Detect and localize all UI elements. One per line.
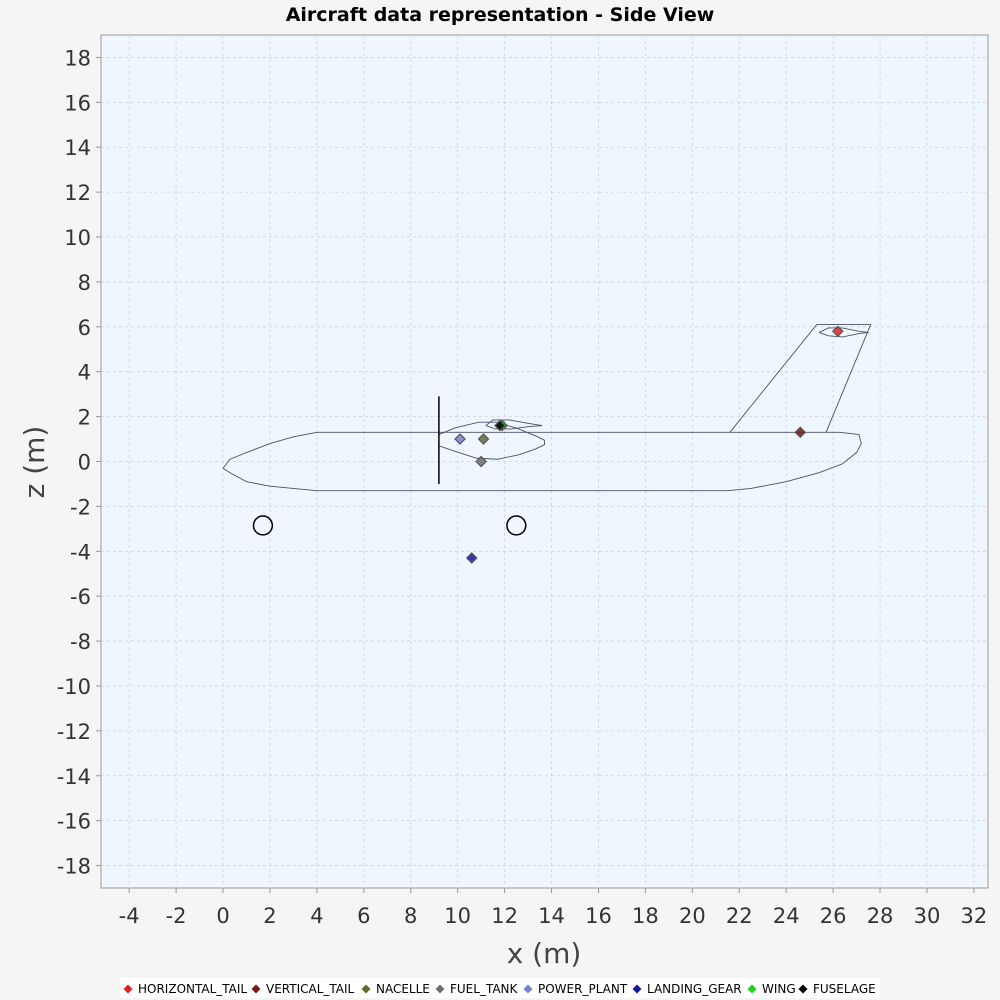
y-tick-label: -14 xyxy=(57,765,91,789)
x-tick-label: 8 xyxy=(404,904,417,928)
vertical-tail-outline xyxy=(729,324,872,433)
legend-label: FUEL_TANK xyxy=(450,982,519,996)
x-tick-label: 30 xyxy=(914,904,941,928)
legend: HORIZONTAL_TAIL VERTICAL_TAIL NACELLE FUEL_… xyxy=(123,982,876,996)
landing-gear-wheel xyxy=(506,515,527,536)
legend-swatch-fuselage xyxy=(798,984,808,994)
x-tick-label: 6 xyxy=(357,904,370,928)
fuselage-outline xyxy=(222,431,862,492)
y-tick-label: -10 xyxy=(57,675,91,699)
y-tick-label: -2 xyxy=(70,495,91,519)
y-tick-label: -4 xyxy=(70,540,91,564)
x-tick-label: 12 xyxy=(491,904,518,928)
point-landing-gear xyxy=(465,552,478,564)
x-tick-label: 2 xyxy=(263,904,276,928)
x-tick-label: 32 xyxy=(961,904,988,928)
legend-box xyxy=(120,978,880,998)
legend-swatch-horizontal-tail xyxy=(123,984,133,994)
x-tick-label: 0 xyxy=(216,904,229,928)
y-tick-label: -6 xyxy=(70,585,91,609)
x-tick-label: 10 xyxy=(444,904,471,928)
legend-label: NACELLE xyxy=(376,982,430,996)
x-tick-label: 18 xyxy=(632,904,659,928)
x-tick-label: 28 xyxy=(867,904,894,928)
y-tick-label: -8 xyxy=(70,630,91,654)
legend-label: LANDING_GEAR xyxy=(647,982,742,996)
y-tick-label: -16 xyxy=(57,810,91,834)
legend-label: HORIZONTAL_TAIL xyxy=(138,982,247,996)
aircraft-outline xyxy=(222,324,872,536)
x-tick-label: 14 xyxy=(538,904,565,928)
y-tick-label: 4 xyxy=(78,361,91,385)
y-tick-label: 0 xyxy=(78,451,91,475)
y-tick-label: 12 xyxy=(64,181,91,205)
y-axis-label: z (m) xyxy=(18,426,51,499)
point-horizontal-tail xyxy=(831,325,844,338)
x-tick-label: 4 xyxy=(310,904,323,928)
y-tick-label: 16 xyxy=(64,91,91,115)
point-power-plant xyxy=(454,433,466,445)
legend-swatch-vertical-tail xyxy=(251,984,261,994)
y-tick-label: -12 xyxy=(57,720,91,744)
data-points xyxy=(454,325,844,564)
y-tick-label: -18 xyxy=(57,855,91,879)
y-tick-label: 14 xyxy=(64,136,91,160)
point-fuel-tank xyxy=(475,455,487,468)
y-tick-label: 2 xyxy=(78,406,91,430)
x-tick-label: 16 xyxy=(585,904,612,928)
legend-swatch-power-plant xyxy=(523,984,533,994)
y-tick-labels: 18 16 14 12 10 8 6 4 2 0 -2 -4 -6 -8 -10 -12 -14 -16 -18 xyxy=(57,46,91,878)
y-tick-label: 18 xyxy=(64,46,91,70)
point-fuselage xyxy=(494,419,506,432)
legend-label: FUSELAGE xyxy=(813,982,876,996)
y-tick-label: 8 xyxy=(78,271,91,295)
x-tick-labels: -4 -2 0 2 4 6 8 10 12 14 16 18 20 22 24 26 28 30 32 xyxy=(119,904,988,928)
nacelle-outline-lower xyxy=(438,440,545,460)
legend-swatch-wing xyxy=(747,984,757,994)
legend-swatch-landing-gear xyxy=(632,984,642,994)
horizontal-tail-outline-lower xyxy=(818,331,869,338)
horizontal-tail-outline-upper xyxy=(818,327,869,333)
x-tick-label: 24 xyxy=(773,904,800,928)
y-tick-label: 10 xyxy=(64,226,91,250)
wing-outline-lower xyxy=(485,425,543,430)
legend-label: WING xyxy=(762,982,796,996)
point-vertical-tail xyxy=(794,426,807,439)
x-tick-label: 20 xyxy=(679,904,706,928)
x-tick-label: 22 xyxy=(726,904,753,928)
grid-lines xyxy=(96,35,988,893)
y-tick-label: 6 xyxy=(78,316,91,340)
chart-title: Aircraft data representation - Side View xyxy=(286,4,715,26)
legend-swatch-nacelle xyxy=(361,984,371,994)
x-tick-label: 26 xyxy=(820,904,847,928)
legend-swatch-fuel-tank xyxy=(435,984,445,994)
x-tick-label: -2 xyxy=(166,904,187,928)
point-nacelle xyxy=(477,433,490,445)
legend-label: VERTICAL_TAIL xyxy=(266,982,355,996)
x-axis-label: x (m) xyxy=(507,937,582,970)
legend-label: POWER_PLANT xyxy=(538,982,628,996)
x-tick-label: -4 xyxy=(119,904,140,928)
landing-gear-wheel xyxy=(252,515,274,536)
